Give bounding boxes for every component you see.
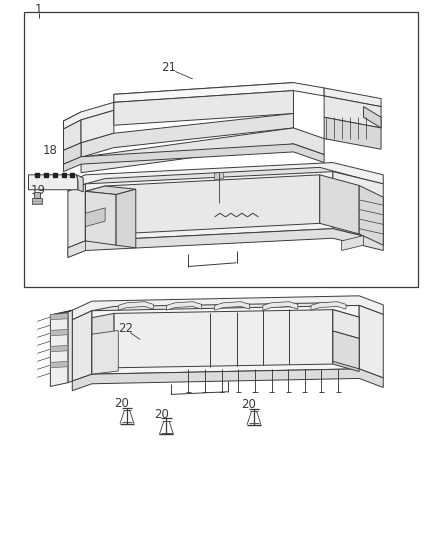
Text: 22: 22 [118, 322, 133, 335]
Polygon shape [342, 236, 364, 251]
Polygon shape [50, 345, 68, 352]
Polygon shape [333, 331, 359, 369]
Polygon shape [81, 114, 293, 157]
Polygon shape [116, 189, 136, 248]
Polygon shape [333, 310, 359, 372]
Polygon shape [68, 163, 383, 191]
Polygon shape [85, 208, 105, 227]
Polygon shape [72, 311, 92, 381]
Polygon shape [114, 310, 333, 368]
Polygon shape [166, 302, 201, 310]
Polygon shape [85, 186, 105, 241]
Text: 1: 1 [35, 3, 42, 16]
Polygon shape [68, 229, 383, 257]
Polygon shape [50, 313, 68, 320]
Text: 20: 20 [241, 398, 256, 410]
Polygon shape [64, 120, 81, 150]
Polygon shape [85, 172, 333, 241]
Polygon shape [50, 361, 68, 368]
Polygon shape [215, 302, 250, 310]
Polygon shape [81, 110, 114, 143]
Polygon shape [215, 172, 223, 180]
Polygon shape [28, 175, 78, 190]
Polygon shape [311, 302, 346, 310]
Polygon shape [68, 310, 72, 383]
Polygon shape [64, 112, 81, 128]
Polygon shape [105, 175, 320, 235]
Polygon shape [50, 310, 72, 316]
Polygon shape [324, 117, 381, 149]
Polygon shape [114, 83, 324, 102]
Polygon shape [72, 296, 383, 320]
Polygon shape [364, 107, 381, 128]
Polygon shape [85, 167, 359, 191]
Text: 18: 18 [43, 144, 58, 157]
Text: 19: 19 [31, 184, 46, 197]
Polygon shape [324, 88, 381, 107]
Polygon shape [64, 143, 81, 164]
Polygon shape [92, 313, 114, 374]
Polygon shape [50, 329, 68, 336]
Text: 20: 20 [154, 408, 169, 421]
Polygon shape [92, 330, 118, 374]
Polygon shape [81, 128, 324, 173]
Polygon shape [92, 303, 359, 318]
Polygon shape [114, 91, 293, 125]
Polygon shape [72, 369, 383, 391]
Polygon shape [92, 305, 359, 374]
Bar [24, 12, 418, 287]
Polygon shape [68, 241, 85, 257]
Polygon shape [77, 175, 83, 192]
Polygon shape [263, 302, 298, 310]
Polygon shape [114, 83, 293, 102]
Polygon shape [359, 185, 383, 245]
Polygon shape [64, 144, 324, 172]
Polygon shape [64, 102, 114, 129]
Text: 21: 21 [161, 61, 176, 74]
Polygon shape [359, 305, 383, 378]
Polygon shape [320, 175, 359, 234]
Polygon shape [50, 312, 68, 386]
Polygon shape [333, 310, 359, 338]
Polygon shape [333, 172, 383, 241]
Text: 20: 20 [114, 397, 129, 410]
Polygon shape [118, 302, 153, 310]
Polygon shape [68, 184, 85, 248]
Polygon shape [32, 198, 42, 204]
Polygon shape [85, 186, 136, 195]
Polygon shape [324, 96, 381, 128]
Polygon shape [85, 191, 116, 245]
